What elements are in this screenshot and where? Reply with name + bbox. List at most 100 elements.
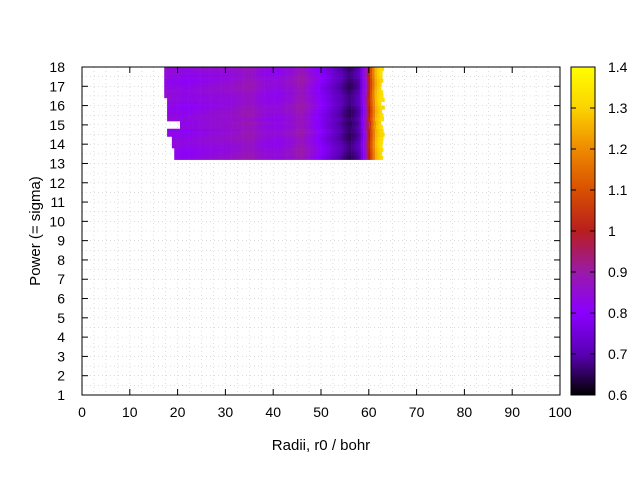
heatmap-cell xyxy=(186,117,189,122)
heatmap-cell xyxy=(174,117,177,122)
heatmap-cell xyxy=(298,144,302,149)
heatmap-cell xyxy=(176,105,180,110)
heatmap-cell xyxy=(305,82,308,87)
heatmap-cell xyxy=(221,74,225,79)
heatmap-cell xyxy=(300,128,304,133)
heatmap-cell xyxy=(238,113,242,118)
heatmap-cell xyxy=(260,128,263,133)
heatmap-cell xyxy=(317,101,321,106)
heatmap-cell xyxy=(322,105,326,110)
heatmap-cell xyxy=(367,155,371,160)
heatmap-cell xyxy=(241,140,244,145)
heatmap-cell xyxy=(255,97,259,103)
heatmap-cell xyxy=(238,151,242,157)
heatmap-cell xyxy=(188,101,192,106)
heatmap-cell xyxy=(360,97,364,103)
heatmap-cell xyxy=(248,113,252,118)
heatmap-cell xyxy=(245,105,249,110)
heatmap-cell xyxy=(328,124,331,130)
heatmap-cell xyxy=(353,113,357,118)
heatmap-cell xyxy=(248,140,252,145)
heatmap-cell xyxy=(372,90,375,95)
heatmap-cell xyxy=(233,67,237,72)
heatmap-cell xyxy=(315,105,318,110)
heatmap-cell xyxy=(368,121,372,126)
heatmap-cell xyxy=(288,86,292,91)
heatmap-cell xyxy=(365,128,369,133)
heatmap-cell xyxy=(243,132,247,137)
heatmap-cell xyxy=(360,113,364,118)
heatmap-cell xyxy=(330,121,334,126)
heatmap-cell xyxy=(202,82,206,87)
heatmap-cell xyxy=(179,132,182,137)
heatmap-cell xyxy=(312,128,316,133)
heatmap-cell xyxy=(348,113,352,118)
heatmap-cell xyxy=(234,109,237,114)
heatmap-cell xyxy=(315,113,318,118)
heatmap-cell xyxy=(236,144,240,149)
heatmap-cell xyxy=(243,151,247,157)
heatmap-cell xyxy=(220,124,224,130)
heatmap-cell xyxy=(255,144,259,149)
heatmap-cell xyxy=(237,124,241,130)
heatmap-cell xyxy=(378,124,382,130)
heatmap-cell xyxy=(367,140,371,145)
heatmap-cell xyxy=(236,155,240,160)
heatmap-cell xyxy=(363,128,366,133)
heatmap-cell xyxy=(334,136,338,141)
heatmap-cell xyxy=(281,74,285,79)
heatmap-cell xyxy=(173,78,177,83)
heatmap-cell xyxy=(272,109,275,114)
heatmap-cell xyxy=(255,70,258,76)
heatmap-cell xyxy=(212,90,215,95)
heatmap-cell xyxy=(207,105,211,110)
heatmap-cell xyxy=(214,140,218,145)
heatmap-cell xyxy=(360,132,364,137)
heatmap-cell xyxy=(238,132,242,137)
heatmap-cell xyxy=(243,105,247,110)
heatmap-cell xyxy=(351,144,354,149)
heatmap-cell xyxy=(187,121,190,126)
heatmap-cell xyxy=(322,113,326,118)
heatmap-cell xyxy=(345,90,349,95)
heatmap-cell xyxy=(200,140,204,145)
heatmap-cell xyxy=(289,124,293,130)
heatmap-cell xyxy=(231,94,234,99)
heatmap-cell xyxy=(375,128,378,133)
heatmap-cell xyxy=(277,105,280,110)
heatmap-cell xyxy=(229,97,232,103)
heatmap-cell xyxy=(260,101,263,106)
heatmap-cell xyxy=(302,70,306,76)
heatmap-cell xyxy=(326,74,330,79)
heatmap-cell xyxy=(290,70,294,76)
heatmap-cell xyxy=(213,121,217,126)
heatmap-cell xyxy=(325,121,329,126)
heatmap-cell xyxy=(260,140,263,145)
heatmap-cell xyxy=(322,117,326,122)
heatmap-cell xyxy=(223,121,226,126)
heatmap-cell xyxy=(379,148,383,153)
heatmap-cell xyxy=(295,67,299,72)
heatmap-cell xyxy=(181,117,185,122)
heatmap-cell xyxy=(241,155,244,160)
heatmap-cell xyxy=(343,128,347,133)
heatmap-cell xyxy=(310,78,313,83)
heatmap-cell xyxy=(234,101,237,106)
heatmap-cell xyxy=(197,94,201,99)
heatmap-cell xyxy=(207,90,210,95)
heatmap-cell xyxy=(250,140,254,145)
heatmap-cell xyxy=(186,128,189,133)
heatmap-cell xyxy=(222,105,225,110)
heatmap-cell xyxy=(291,117,295,122)
heatmap-cell xyxy=(367,132,371,137)
heatmap-cell xyxy=(219,67,222,72)
heatmap-cell xyxy=(257,136,261,141)
heatmap-cell xyxy=(351,128,354,133)
heatmap-cell xyxy=(205,128,209,133)
heatmap-cell xyxy=(266,124,269,130)
heatmap-cell xyxy=(305,90,308,95)
heatmap-cell xyxy=(336,101,340,106)
heatmap-cell xyxy=(247,78,251,83)
heatmap-cell xyxy=(277,136,280,141)
heatmap-cell xyxy=(207,155,211,160)
